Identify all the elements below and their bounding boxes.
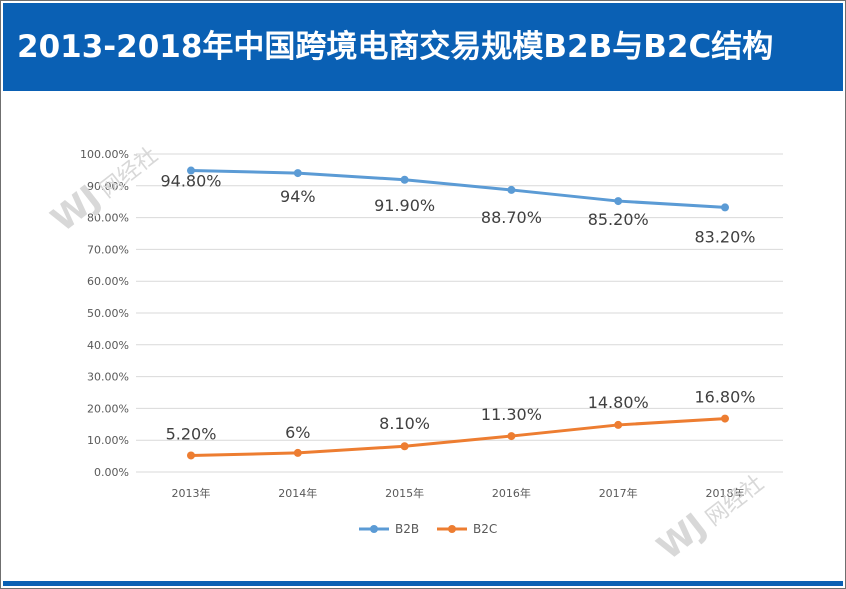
data-point	[507, 432, 516, 441]
data-label: 5.20%	[166, 424, 217, 443]
x-tick-label: 2017年	[599, 486, 638, 500]
data-label: 8.10%	[379, 414, 430, 433]
data-point	[293, 448, 302, 457]
watermark-text-bottom: 网经社	[701, 471, 768, 531]
data-label: 85.20%	[588, 210, 649, 229]
bottom-bar	[3, 581, 843, 586]
watermark-logo-bottom: WJ 网经社	[650, 471, 769, 568]
legend-label: B2B	[395, 522, 419, 536]
data-label: 11.30%	[481, 405, 542, 424]
data-point	[293, 169, 302, 178]
y-tick-label: 0.00%	[94, 466, 129, 479]
y-tick-label: 100.00%	[80, 148, 129, 161]
legend-marker	[448, 525, 456, 533]
data-label: 14.80%	[588, 393, 649, 412]
data-label: 83.20%	[694, 227, 755, 246]
data-label: 88.70%	[481, 208, 542, 227]
y-tick-label: 80.00%	[87, 212, 129, 225]
data-point	[187, 166, 195, 175]
legend-label: B2C	[473, 522, 497, 536]
data-labels: 94.80% 94% 91.90% 88.70% 85.20% 83.20% 5.20% 6%…	[160, 172, 755, 444]
gridlines	[136, 153, 783, 473]
series-line	[189, 169, 727, 209]
data-point	[614, 420, 623, 429]
y-tick-label: 10.00%	[87, 434, 129, 447]
series-group	[187, 166, 729, 460]
data-label: 6%	[285, 423, 310, 442]
data-label: 91.90%	[374, 196, 435, 215]
data-point	[507, 185, 516, 194]
y-tick-label: 60.00%	[87, 275, 129, 288]
y-axis-ticks: 0.00% 10.00% 20.00% 30.00% 40.00% 50.00% 60.00…	[80, 148, 129, 479]
y-tick-label: 40.00%	[87, 339, 129, 352]
data-point	[614, 197, 623, 206]
legend: B2B B2C	[359, 522, 497, 536]
y-tick-label: 50.00%	[87, 307, 129, 320]
data-label: 16.80%	[694, 388, 755, 407]
x-tick-label: 2013年	[172, 486, 211, 500]
x-tick-label: 2016年	[492, 486, 531, 500]
data-point	[400, 175, 409, 184]
y-tick-label: 30.00%	[87, 371, 129, 384]
data-point	[187, 451, 195, 460]
y-tick-label: 70.00%	[87, 243, 129, 256]
data-point	[721, 414, 729, 423]
series-line	[189, 417, 727, 457]
data-point	[400, 442, 409, 451]
x-tick-label: 2018年	[706, 486, 745, 500]
data-label: 94.80%	[160, 172, 221, 191]
data-point	[721, 203, 729, 212]
legend-marker	[370, 525, 378, 533]
chart-title: 2013-2018年中国跨境电商交易规模B2B与B2C结构	[17, 29, 774, 65]
y-tick-label: 20.00%	[87, 402, 129, 415]
title-banner: 2013-2018年中国跨境电商交易规模B2B与B2C结构	[3, 3, 843, 91]
x-tick-label: 2014年	[278, 486, 317, 500]
x-axis-ticks: 2013年 2014年 2015年 2016年 2017年 2018年	[172, 486, 745, 500]
data-label: 94%	[280, 187, 316, 206]
y-tick-label: 90.00%	[87, 180, 129, 193]
x-tick-label: 2015年	[385, 486, 424, 500]
